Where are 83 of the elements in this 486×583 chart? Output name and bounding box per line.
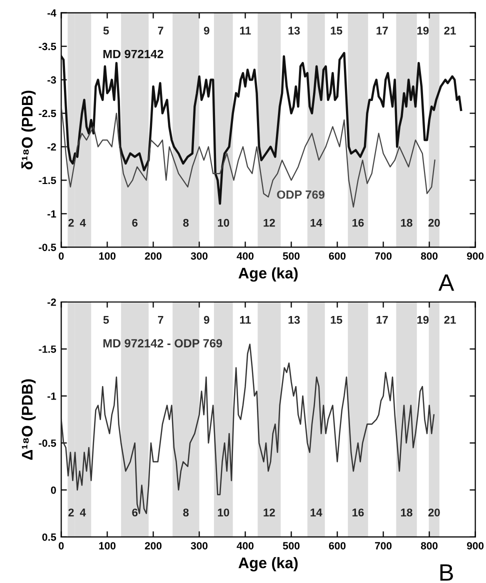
annotation: 5 xyxy=(103,26,109,35)
band-label: 12 xyxy=(264,218,275,227)
band-label: 16 xyxy=(352,218,364,227)
annotation: 15 xyxy=(330,316,342,324)
x-tick-label: 500 xyxy=(282,252,300,260)
band-label: 12 xyxy=(264,508,275,516)
y-tick-label: -2 xyxy=(48,298,56,306)
y-tick-label: 0 xyxy=(50,486,56,494)
band-label: 14 xyxy=(310,508,322,516)
annotation: 11 xyxy=(240,26,251,34)
band-label: 8 xyxy=(183,218,189,227)
x-tick-label: 200 xyxy=(144,252,162,260)
x-tick-label: 100 xyxy=(99,542,116,550)
band-label: 4 xyxy=(80,218,86,227)
band-label: 2 xyxy=(68,508,74,516)
y-tick-label: -2.5 xyxy=(38,110,56,118)
y-tick-label: -0.5 xyxy=(38,244,56,252)
annotation: 21 xyxy=(444,316,456,324)
y-axis-title: δ¹⁸O (PDB) xyxy=(21,90,36,170)
band-label: 8 xyxy=(183,508,189,516)
annotation: 13 xyxy=(288,26,300,35)
band-label: 20 xyxy=(428,218,440,227)
annotation: 5 xyxy=(103,316,109,324)
band-label: 4 xyxy=(80,508,86,516)
x-tick-label: 200 xyxy=(144,542,162,550)
band-label: 18 xyxy=(401,508,412,516)
x-tick-label: 800 xyxy=(420,542,438,550)
x-tick-label: 900 xyxy=(466,252,484,260)
annotation: 21 xyxy=(444,26,456,34)
band-label: 10 xyxy=(218,508,230,516)
annotation: 11 xyxy=(240,316,251,324)
x-tick-label: 600 xyxy=(328,252,346,260)
y-tick-label: -1.5 xyxy=(38,176,56,184)
annotation: 15 xyxy=(330,26,342,35)
series-label: MD 972142 xyxy=(103,50,164,58)
line-series xyxy=(61,52,462,205)
x-tick-label: 0 xyxy=(58,252,64,260)
x-tick-label: 500 xyxy=(282,542,300,550)
y-axis-title: Δ¹⁸O (PDB) xyxy=(21,379,36,460)
x-axis-title: Age (ka) xyxy=(238,557,298,572)
text: B xyxy=(440,564,453,581)
y-tick-label: -1 xyxy=(48,392,56,400)
x-tick-label: 600 xyxy=(328,542,346,550)
y-tick-label: -4 xyxy=(48,9,56,17)
x-tick-label: 0 xyxy=(58,542,64,550)
annotation: 17 xyxy=(376,26,388,34)
y-tick-label: -1 xyxy=(48,210,56,218)
x-tick-label: 800 xyxy=(420,252,438,260)
x-tick-label: 300 xyxy=(190,542,208,550)
annotation: 7 xyxy=(158,26,164,34)
line-series xyxy=(61,106,436,208)
annotation: 19 xyxy=(417,316,429,324)
annotation: 9 xyxy=(204,26,210,35)
x-tick-label: 100 xyxy=(99,252,116,260)
y-tick-label: -0.5 xyxy=(38,439,56,447)
y-tick-label: -3.5 xyxy=(38,42,56,50)
annotation: 7 xyxy=(158,316,164,324)
annotation: 17 xyxy=(376,316,388,324)
annotation: 9 xyxy=(204,316,210,324)
x-tick-label: 700 xyxy=(375,542,392,550)
x-axis-title: Age (ka) xyxy=(238,267,298,282)
band-label: 6 xyxy=(132,218,138,227)
y-tick-label: -1.5 xyxy=(38,346,56,353)
x-tick-label: 700 xyxy=(375,252,392,260)
x-tick-label: 300 xyxy=(190,252,208,260)
y-tick-label: -3 xyxy=(48,76,56,84)
band-label: 6 xyxy=(132,508,138,516)
text: A xyxy=(438,274,454,291)
x-tick-label: 900 xyxy=(466,542,484,550)
x-tick-label: 400 xyxy=(236,542,254,550)
band-label: 10 xyxy=(218,218,230,227)
series-label: ODP 769 xyxy=(277,190,324,199)
annotation: 13 xyxy=(288,316,300,324)
x-tick-label: 400 xyxy=(236,252,254,260)
band-label: 2 xyxy=(68,218,74,227)
band-label: 18 xyxy=(401,218,412,227)
y-tick-label: 0.5 xyxy=(42,533,56,541)
y-tick-label: -2 xyxy=(48,143,56,151)
band-label: 20 xyxy=(428,508,440,516)
band-label: 14 xyxy=(310,218,322,227)
annotation: 19 xyxy=(417,26,429,35)
text: MD 972142 - ODP 769 xyxy=(103,339,222,348)
band-label: 16 xyxy=(352,508,364,516)
